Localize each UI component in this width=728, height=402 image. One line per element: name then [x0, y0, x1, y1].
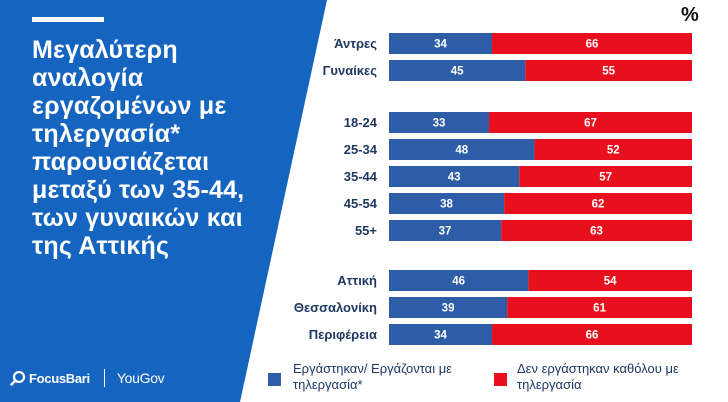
legend-swatch-blue: [268, 373, 281, 386]
value-label-no-remote-αττική: 54: [604, 276, 617, 288]
category-label-αττική: Αττική: [337, 273, 377, 288]
logo-divider: [103, 369, 105, 387]
bar-segment-remote-άντρες: [389, 33, 493, 54]
bar-segment-no-remote-αττική: [528, 270, 692, 291]
unit-label: %: [681, 4, 699, 26]
bar-segment-no-remote-άντρες: [492, 33, 692, 54]
focusbari-logo-text: FocusBari: [29, 370, 90, 386]
title-panel-shape: [0, 0, 327, 402]
value-label-remote-18-24: 33: [433, 118, 446, 130]
legend-label-no-remote: Δεν εργάστηκαν καθόλου με τηλεργασία: [517, 361, 679, 392]
category-label-θεσσαλονίκη: Θεσσαλονίκη: [294, 300, 377, 315]
accent-line: [32, 17, 104, 22]
category-label-περιφέρεια: Περιφέρεια: [309, 327, 377, 342]
value-label-no-remote-γυναίκες: 55: [602, 66, 615, 78]
bar-segment-remote-18-24: [389, 112, 489, 133]
value-label-no-remote-περιφέρεια: 66: [586, 330, 599, 342]
value-label-no-remote-45-54: 62: [592, 199, 605, 211]
focusbari-magnifier-icon: [10, 370, 26, 386]
value-label-remote-55: 37: [439, 226, 452, 238]
value-label-remote-αττική: 46: [452, 276, 465, 288]
bar-segment-no-remote-θεσσαλονίκη: [507, 297, 692, 318]
bar-segment-remote-θεσσαλονίκη: [389, 297, 508, 318]
value-label-remote-θεσσαλονίκη: 39: [442, 303, 455, 315]
bar-segment-remote-αττική: [389, 270, 529, 291]
bar-segment-remote-περιφέρεια: [389, 324, 493, 345]
value-label-remote-γυναίκες: 45: [451, 66, 464, 78]
legend-item-no-remote: Δεν εργάστηκαν καθόλου με τηλεργασία: [494, 361, 717, 393]
focusbari-logo: FocusBari: [10, 370, 90, 386]
category-label-45-54: 45-54: [344, 196, 378, 211]
logos: FocusBari YouGov: [10, 366, 165, 390]
category-label-55: 55+: [355, 223, 377, 238]
yougov-logo: YouGov: [116, 370, 165, 386]
bar-segment-no-remote-45-54: [504, 193, 692, 214]
bar-segment-no-remote-περιφέρεια: [492, 324, 692, 345]
bar-segment-remote-55: [389, 220, 502, 241]
bar-segment-remote-45-54: [389, 193, 505, 214]
category-label-γυναίκες: Γυναίκες: [323, 63, 378, 78]
bar-segment-no-remote-55: [501, 220, 692, 241]
value-label-remote-25-34: 48: [455, 145, 468, 157]
value-label-no-remote-25-34: 52: [607, 145, 620, 157]
value-label-no-remote-άντρες: 66: [586, 39, 599, 51]
value-label-remote-45-54: 38: [440, 199, 453, 211]
bar-segment-remote-γυναίκες: [389, 60, 526, 81]
category-label-25-34: 25-34: [344, 142, 378, 157]
value-label-remote-άντρες: 34: [434, 39, 447, 51]
value-label-no-remote-35-44: 57: [599, 172, 612, 184]
legend-label-remote: Εργάστηκαν/ Εργάζονται με τηλεργασία*: [293, 361, 452, 392]
bar-segment-remote-35-44: [389, 166, 520, 187]
category-label-άντρες: Άντρες: [334, 36, 377, 51]
value-label-no-remote-18-24: 67: [584, 118, 597, 130]
bar-segment-no-remote-35-44: [519, 166, 692, 187]
bar-segment-no-remote-18-24: [488, 112, 692, 133]
headline: Μεγαλύτερη αναλογία εργαζομένων με τηλερ…: [32, 36, 245, 260]
value-label-remote-35-44: 43: [448, 172, 461, 184]
category-label-18-24: 18-24: [344, 115, 378, 130]
bar-segment-remote-25-34: [389, 139, 535, 160]
value-label-no-remote-55: 63: [590, 226, 603, 238]
value-label-no-remote-θεσσαλονίκη: 61: [593, 303, 606, 315]
legend-item-remote: Εργάστηκαν/ Εργάζονται με τηλεργασία*: [268, 361, 463, 393]
value-label-remote-περιφέρεια: 34: [434, 330, 447, 342]
legend-swatch-red: [494, 373, 507, 386]
bar-segment-no-remote-γυναίκες: [525, 60, 692, 81]
category-label-35-44: 35-44: [344, 169, 378, 184]
bar-segment-no-remote-25-34: [534, 139, 692, 160]
